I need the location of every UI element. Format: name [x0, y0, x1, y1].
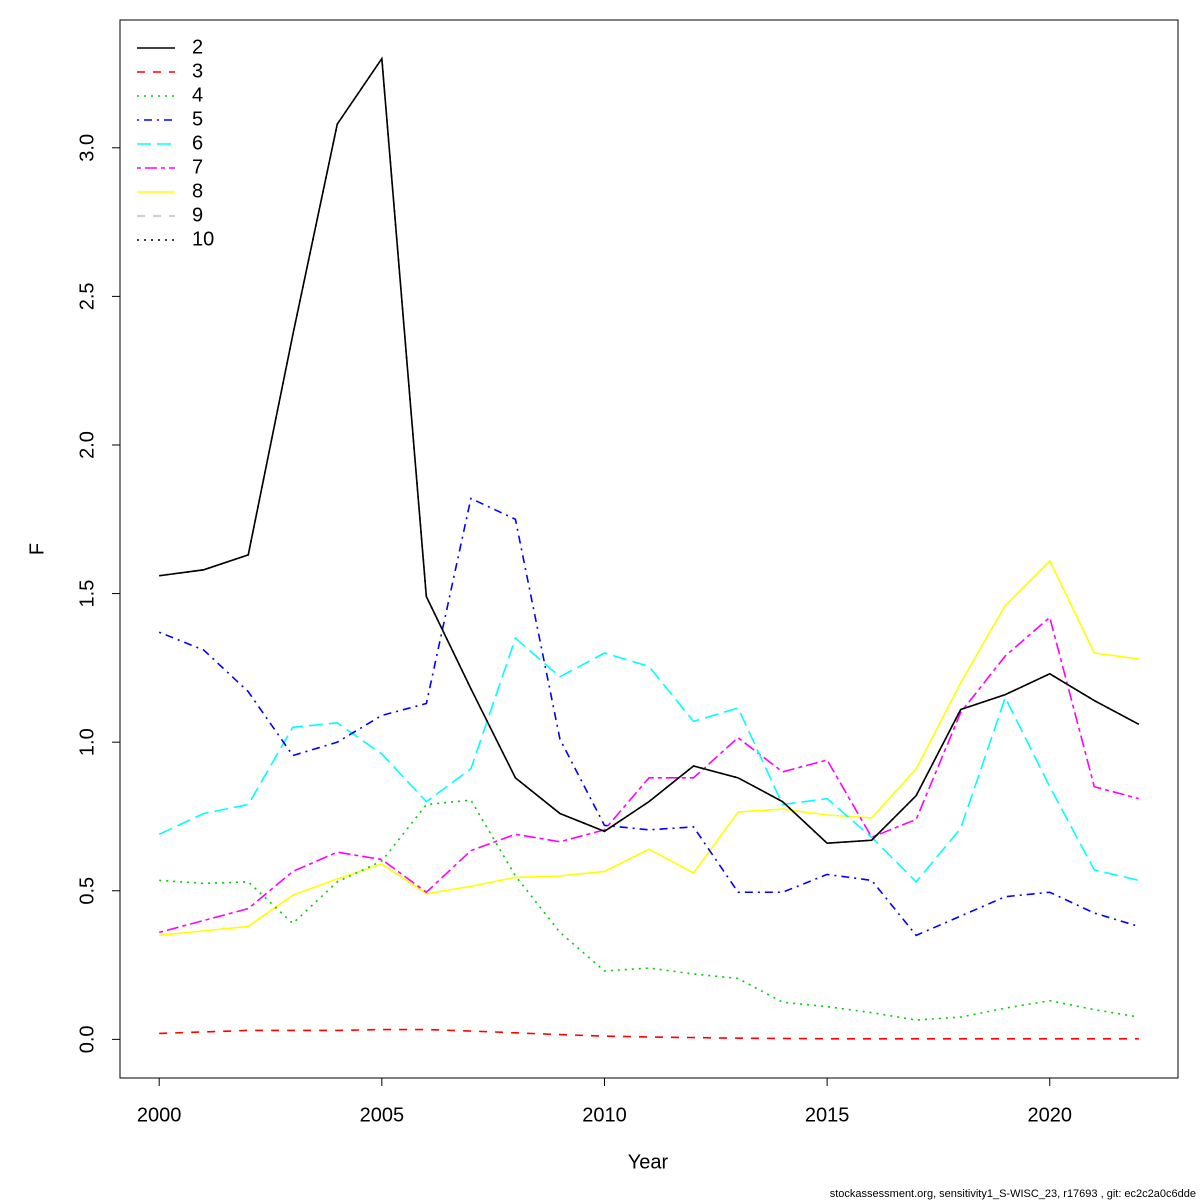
- y-tick-label: 3.0: [76, 134, 98, 162]
- plot-box: [119, 19, 1179, 1079]
- series-line: [159, 56, 1140, 845]
- legend-label: 2: [192, 36, 203, 58]
- series-line: [158, 636, 1139, 884]
- x-tick-label: 2010: [582, 1104, 627, 1126]
- legend-label: 10: [192, 228, 214, 250]
- series-line: [158, 615, 1140, 934]
- legend-label: 8: [192, 180, 203, 202]
- legend-label: 7: [192, 156, 203, 178]
- legend-label: 4: [192, 84, 203, 106]
- x-axis-label: Year: [628, 1151, 669, 1173]
- series-line: [159, 56, 1140, 845]
- series-line: [159, 1028, 1139, 1040]
- series-line: [158, 497, 1140, 937]
- y-tick-label: 1.0: [76, 728, 98, 756]
- legend-label: 6: [192, 132, 203, 154]
- y-tick-label: 2.5: [76, 282, 98, 310]
- series-line: [159, 56, 1140, 845]
- footnote: stockassessment.org, sensitivity1_S-WISC…: [830, 1188, 1196, 1200]
- legend-label: 9: [192, 204, 203, 226]
- x-tick-label: 2005: [360, 1104, 405, 1126]
- legend-label: 5: [192, 108, 203, 130]
- x-tick-label: 2000: [137, 1104, 182, 1126]
- y-tick-label: 0.0: [76, 1025, 98, 1053]
- y-axis-label: F: [26, 543, 48, 555]
- legend-label: 3: [192, 60, 203, 82]
- series-line: [159, 799, 1139, 1021]
- series-line: [159, 559, 1139, 937]
- x-tick-label: 2020: [1028, 1104, 1073, 1126]
- y-tick-label: 2.0: [76, 431, 98, 459]
- x-tick-label: 2015: [805, 1104, 850, 1126]
- y-tick-label: 0.5: [76, 877, 98, 905]
- y-tick-label: 1.5: [76, 580, 98, 608]
